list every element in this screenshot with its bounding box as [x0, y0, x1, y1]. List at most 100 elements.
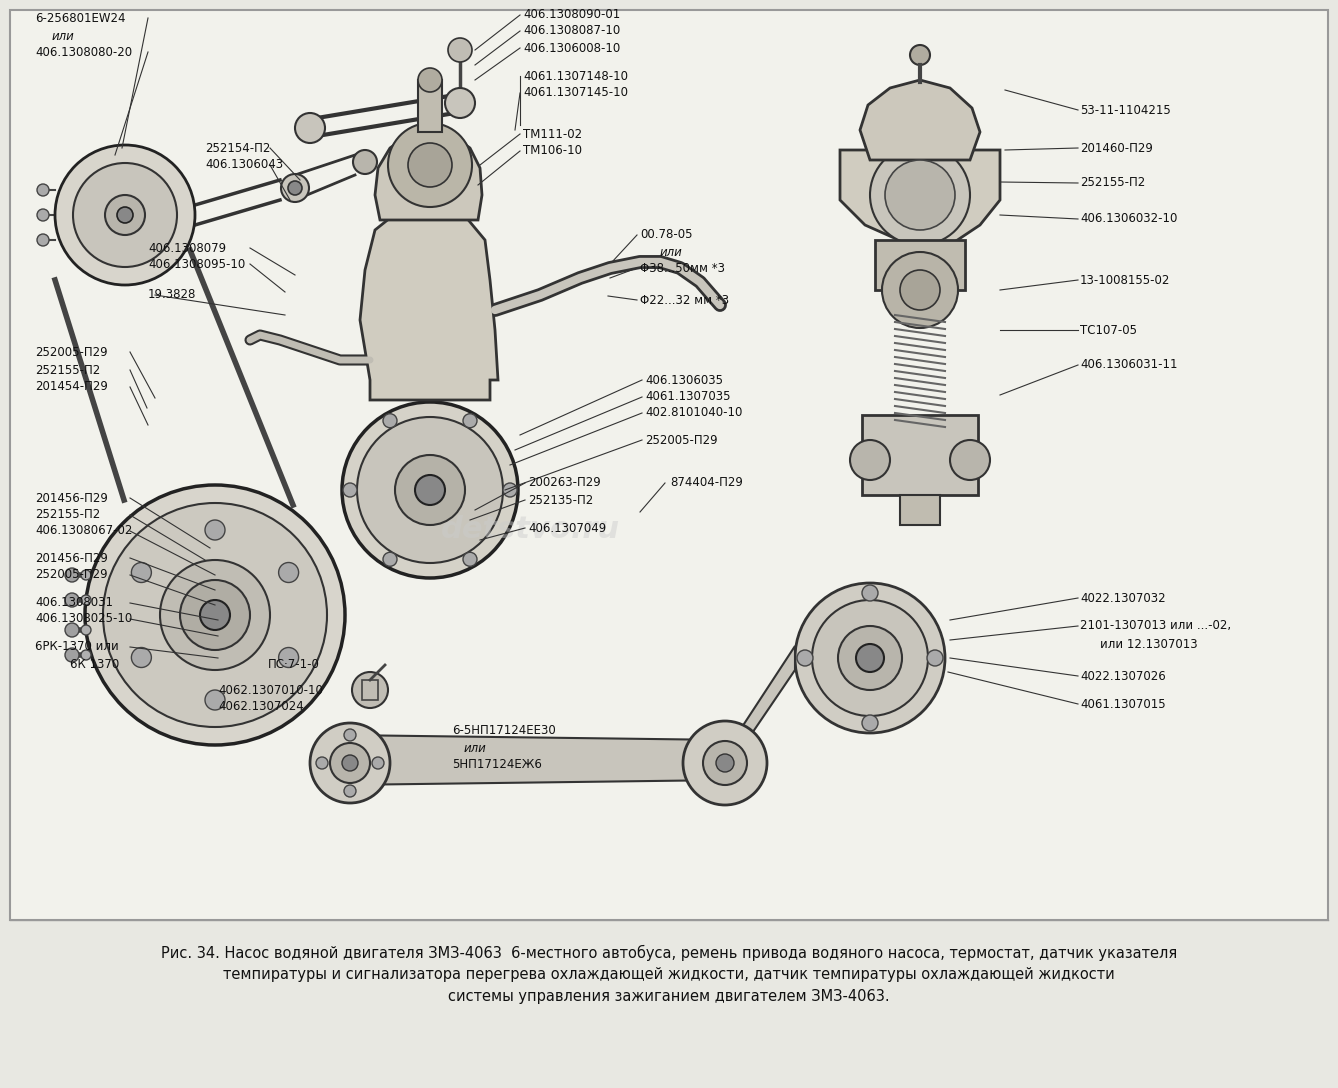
Text: 201460-П29: 201460-П29	[1080, 141, 1153, 154]
Text: 00.78-05: 00.78-05	[640, 228, 693, 242]
Text: 252155-П2: 252155-П2	[35, 363, 100, 376]
Text: системы управления зажиганием двигателем ЗМЗ-4063.: системы управления зажиганием двигателем…	[448, 989, 890, 1004]
Circle shape	[702, 741, 747, 786]
Circle shape	[795, 583, 945, 733]
Circle shape	[357, 417, 503, 562]
Circle shape	[343, 483, 357, 497]
Text: detstvo.ru: detstvo.ru	[440, 516, 619, 544]
Circle shape	[388, 123, 472, 207]
Circle shape	[716, 754, 735, 772]
Circle shape	[199, 599, 230, 630]
Circle shape	[910, 45, 930, 65]
Bar	[417, 81, 442, 132]
Circle shape	[66, 623, 79, 636]
Polygon shape	[340, 735, 731, 786]
Circle shape	[278, 562, 298, 582]
Circle shape	[383, 413, 397, 428]
Circle shape	[884, 160, 955, 230]
Circle shape	[408, 143, 452, 187]
Text: ПС·7-1-0: ПС·7-1-0	[268, 657, 320, 670]
Text: 406.1308025-10: 406.1308025-10	[35, 613, 132, 626]
Circle shape	[417, 67, 442, 92]
Text: ТМ106-10: ТМ106-10	[523, 145, 582, 158]
Circle shape	[55, 145, 195, 285]
Text: 406.1306043: 406.1306043	[205, 159, 284, 172]
Circle shape	[950, 440, 990, 480]
Text: 406.1308079: 406.1308079	[149, 242, 226, 255]
Circle shape	[37, 184, 50, 196]
Circle shape	[294, 113, 325, 143]
Circle shape	[310, 724, 389, 803]
Circle shape	[205, 520, 225, 540]
Circle shape	[812, 599, 929, 716]
Circle shape	[181, 580, 250, 650]
Circle shape	[37, 209, 50, 221]
Text: 6-5НП17124ЕЕ30: 6-5НП17124ЕЕ30	[452, 724, 555, 737]
Circle shape	[131, 562, 151, 582]
Circle shape	[86, 485, 345, 745]
Text: 201456-П29: 201456-П29	[35, 552, 108, 565]
Circle shape	[415, 475, 446, 505]
Circle shape	[330, 743, 371, 783]
Circle shape	[316, 757, 328, 769]
Circle shape	[927, 650, 943, 666]
Text: 252155-П2: 252155-П2	[35, 508, 100, 521]
Text: 4061.1307015: 4061.1307015	[1080, 697, 1165, 710]
Text: 6РК-1370 или: 6РК-1370 или	[35, 641, 119, 654]
Circle shape	[278, 647, 298, 668]
Text: или: или	[464, 742, 487, 754]
Text: 252135-П2: 252135-П2	[529, 494, 593, 507]
Text: Φ38...50мм *3: Φ38...50мм *3	[640, 261, 725, 274]
Circle shape	[862, 715, 878, 731]
Circle shape	[82, 595, 91, 605]
Circle shape	[448, 38, 472, 62]
Circle shape	[161, 560, 270, 670]
Text: 406.1306032-10: 406.1306032-10	[1080, 212, 1177, 225]
Circle shape	[74, 163, 177, 267]
Circle shape	[343, 401, 518, 578]
Bar	[862, 415, 978, 495]
Text: 406.1306031-11: 406.1306031-11	[1080, 359, 1177, 371]
Text: 53-11-1104215: 53-11-1104215	[1080, 103, 1171, 116]
Circle shape	[862, 585, 878, 601]
Text: 406.1308095-10: 406.1308095-10	[149, 258, 245, 271]
Circle shape	[882, 252, 958, 327]
Circle shape	[682, 721, 767, 805]
Text: 19.3828: 19.3828	[149, 288, 197, 301]
Text: 252005-П29: 252005-П29	[645, 433, 717, 446]
Text: 252005-П29: 252005-П29	[35, 346, 107, 359]
Text: 200263-П29: 200263-П29	[529, 477, 601, 490]
Circle shape	[37, 234, 50, 246]
Text: 406.1308087-10: 406.1308087-10	[523, 25, 621, 37]
Circle shape	[205, 690, 225, 710]
Text: 4061.1307145-10: 4061.1307145-10	[523, 87, 628, 99]
Circle shape	[344, 786, 356, 798]
Circle shape	[352, 672, 388, 708]
Circle shape	[446, 88, 475, 118]
Polygon shape	[860, 81, 979, 160]
Circle shape	[104, 195, 145, 235]
Circle shape	[82, 570, 91, 580]
Circle shape	[856, 644, 884, 672]
Text: 4062.1307024: 4062.1307024	[218, 701, 304, 714]
Text: 406.1307049: 406.1307049	[529, 521, 606, 534]
Text: 2101-1307013 или ...-02,: 2101-1307013 или ...-02,	[1080, 619, 1231, 632]
Text: 5НП17124ЕЖ6: 5НП17124ЕЖ6	[452, 757, 542, 770]
Circle shape	[383, 553, 397, 566]
Bar	[363, 680, 379, 700]
Circle shape	[463, 413, 478, 428]
Circle shape	[797, 650, 814, 666]
Circle shape	[900, 270, 941, 310]
Text: или: или	[52, 29, 75, 42]
Text: 874404-П29: 874404-П29	[670, 477, 743, 490]
Text: 4061.1307035: 4061.1307035	[645, 391, 731, 404]
Text: 406.1308080-20: 406.1308080-20	[35, 46, 132, 59]
Bar	[900, 495, 941, 526]
Text: 252005-П29: 252005-П29	[35, 569, 107, 581]
Text: 252154-П2: 252154-П2	[205, 141, 270, 154]
Polygon shape	[725, 646, 795, 772]
Bar	[9, 920, 1329, 1083]
Text: или 12.1307013: или 12.1307013	[1100, 638, 1198, 651]
Circle shape	[353, 150, 377, 174]
Circle shape	[343, 755, 359, 771]
